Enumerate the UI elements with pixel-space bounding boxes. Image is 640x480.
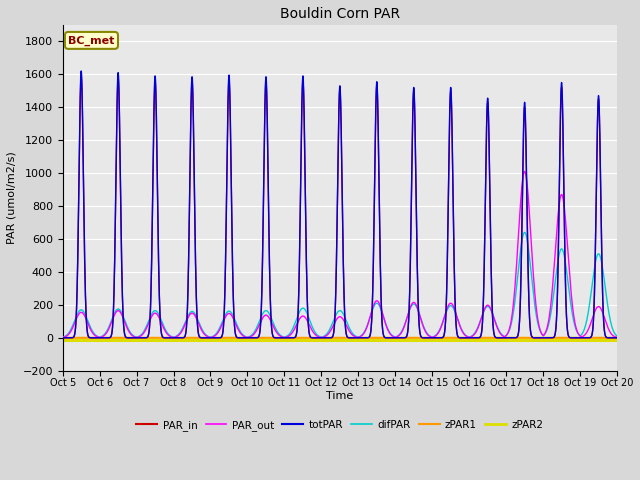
totPAR: [59, 335, 67, 341]
totPAR: [319, 335, 327, 341]
PAR_out: [319, 334, 327, 340]
PAR_in: [495, 335, 503, 341]
Legend: PAR_in, PAR_out, totPAR, difPAR, zPAR1, zPAR2: PAR_in, PAR_out, totPAR, difPAR, zPAR1, …: [132, 416, 547, 435]
PAR_out: [159, 322, 166, 328]
difPAR: [207, 335, 214, 340]
zPAR2: [612, 337, 620, 343]
zPAR1: [319, 335, 327, 341]
Text: BC_met: BC_met: [68, 35, 115, 46]
totPAR: [77, 68, 85, 74]
X-axis label: Time: Time: [326, 391, 353, 401]
PAR_out: [495, 329, 503, 335]
zPAR2: [613, 337, 621, 343]
PAR_out: [464, 334, 472, 340]
PAR_out: [59, 335, 67, 340]
zPAR1: [159, 335, 166, 341]
zPAR1: [433, 335, 441, 341]
totPAR: [464, 335, 472, 341]
PAR_out: [521, 168, 529, 174]
zPAR2: [464, 337, 472, 343]
PAR_out: [612, 335, 620, 340]
PAR_in: [77, 73, 85, 79]
Line: totPAR: totPAR: [63, 71, 617, 338]
PAR_in: [612, 335, 620, 341]
PAR_in: [433, 335, 441, 341]
difPAR: [59, 335, 67, 340]
zPAR2: [495, 337, 503, 343]
difPAR: [319, 334, 327, 339]
zPAR1: [495, 335, 503, 341]
zPAR2: [59, 337, 67, 343]
zPAR2: [319, 337, 327, 343]
Y-axis label: PAR (umol/m2/s): PAR (umol/m2/s): [7, 152, 17, 244]
difPAR: [464, 334, 472, 340]
zPAR1: [613, 335, 621, 341]
totPAR: [612, 335, 620, 341]
Line: difPAR: difPAR: [63, 232, 617, 337]
Title: Bouldin Corn PAR: Bouldin Corn PAR: [280, 7, 400, 21]
totPAR: [613, 335, 621, 341]
PAR_in: [159, 334, 166, 339]
totPAR: [159, 334, 166, 339]
zPAR2: [433, 337, 441, 343]
zPAR1: [59, 335, 67, 341]
totPAR: [433, 335, 441, 341]
difPAR: [433, 331, 441, 336]
PAR_in: [464, 335, 472, 341]
difPAR: [612, 333, 620, 338]
difPAR: [495, 328, 503, 334]
PAR_in: [613, 335, 621, 341]
Line: PAR_out: PAR_out: [63, 171, 617, 337]
PAR_out: [317, 335, 325, 340]
difPAR: [159, 320, 166, 325]
PAR_out: [433, 331, 441, 337]
PAR_in: [319, 335, 327, 341]
difPAR: [521, 229, 529, 235]
Line: PAR_in: PAR_in: [63, 76, 617, 338]
totPAR: [495, 335, 503, 341]
zPAR1: [612, 335, 620, 341]
difPAR: [613, 333, 621, 339]
zPAR1: [464, 335, 472, 341]
PAR_in: [59, 335, 67, 341]
zPAR2: [159, 337, 166, 343]
PAR_out: [613, 335, 621, 340]
